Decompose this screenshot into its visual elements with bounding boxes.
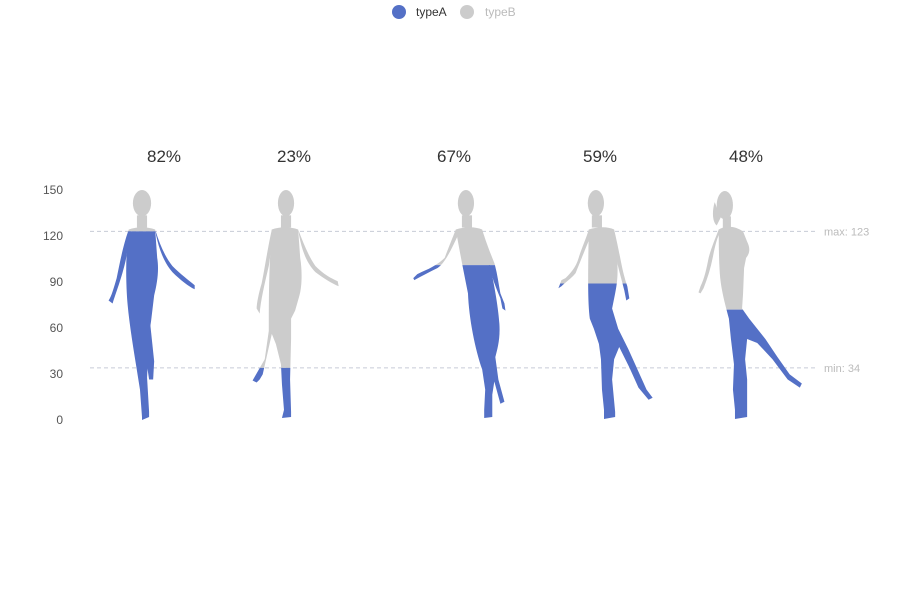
y-tick-label: 150 (43, 183, 63, 197)
percent-label: 82% (147, 147, 181, 166)
bar-typeA (558, 283, 653, 419)
figure-2 (252, 189, 339, 418)
bar-typeA (108, 231, 195, 420)
legend-label-typeA: typeA (416, 5, 447, 19)
legend-label-typeB: typeB (485, 5, 516, 19)
figure-4 (558, 189, 653, 419)
legend-item-typeB[interactable]: typeB (460, 5, 516, 19)
y-tick-label: 30 (50, 367, 64, 381)
y-axis: 0 30 60 90 120 150 (43, 183, 63, 427)
reference-lines: max: 123 min: 34 (90, 226, 869, 375)
percent-label: 48% (729, 147, 763, 166)
percent-labels: 82% 23% 67% 59% 48% (147, 147, 763, 166)
figure-5 (698, 191, 802, 419)
reference-line-label: min: 34 (824, 363, 860, 375)
y-tick-label: 0 (56, 413, 63, 427)
bar-typeB (698, 191, 802, 310)
legend-item-typeA[interactable]: typeA (392, 5, 447, 19)
y-tick-label: 120 (43, 229, 63, 243)
figures (108, 189, 802, 420)
bar-typeA (413, 265, 506, 418)
percent-label: 67% (437, 147, 471, 166)
legend: typeA typeB (392, 5, 516, 19)
figure-3 (413, 189, 506, 418)
percent-label: 59% (583, 147, 617, 166)
percent-label: 23% (277, 147, 311, 166)
y-tick-label: 60 (50, 321, 64, 335)
bar-typeB (252, 189, 339, 368)
figure-1 (108, 189, 195, 420)
reference-line-label: max: 123 (824, 226, 869, 238)
bar-typeA (698, 309, 802, 419)
legend-swatch-typeA (392, 5, 406, 19)
y-tick-label: 90 (50, 275, 64, 289)
legend-swatch-typeB (460, 5, 474, 19)
